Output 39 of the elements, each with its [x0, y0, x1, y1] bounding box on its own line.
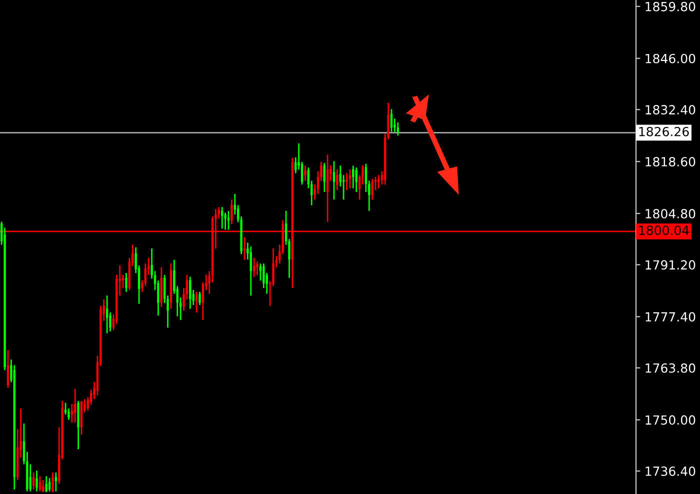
candlestick — [38, 476, 42, 492]
candlestick — [243, 236, 246, 260]
candlestick — [304, 164, 306, 182]
candlestick — [52, 472, 54, 493]
candlestick — [48, 477, 51, 492]
y-tick-label: 1763.80 — [646, 363, 696, 373]
y-tick-label: 1777.40 — [646, 312, 696, 322]
y-tick-label: 1736.40 — [646, 466, 696, 476]
candlestick — [36, 470, 38, 492]
candlestick — [336, 168, 338, 191]
y-tick-label: 1832.40 — [646, 105, 696, 114]
ref-line-label: 1826.26 — [639, 126, 689, 136]
ref-line-label: 1800.04 — [639, 226, 689, 236]
candlestick — [252, 257, 256, 278]
candlestick — [355, 166, 358, 193]
candlestick — [394, 118, 396, 132]
candlestick — [352, 164, 354, 189]
y-tick-label: 1791.20 — [646, 260, 696, 270]
candlestick — [390, 108, 393, 132]
candlestick — [346, 172, 348, 191]
y-tick-label: 1804.80 — [646, 208, 696, 218]
candlestick — [45, 476, 48, 493]
y-tick-label: 1818.60 — [646, 157, 696, 166]
candlestick — [230, 198, 233, 225]
candlestick — [348, 168, 352, 189]
candlestick — [342, 174, 345, 200]
y-tick-label: 1859.80 — [646, 2, 696, 12]
candlestick — [42, 479, 44, 493]
y-tick-label: 1750.00 — [646, 415, 696, 425]
candlestick — [396, 122, 400, 136]
candlestick — [198, 291, 201, 306]
candlestick — [371, 178, 374, 200]
candlestick — [189, 276, 192, 310]
candlestick — [332, 160, 336, 200]
candlestick — [259, 262, 262, 282]
candlestick — [256, 260, 258, 276]
y-tick-label: 1846.00 — [646, 54, 696, 64]
candlestick — [125, 272, 128, 292]
candlestick — [378, 174, 380, 189]
